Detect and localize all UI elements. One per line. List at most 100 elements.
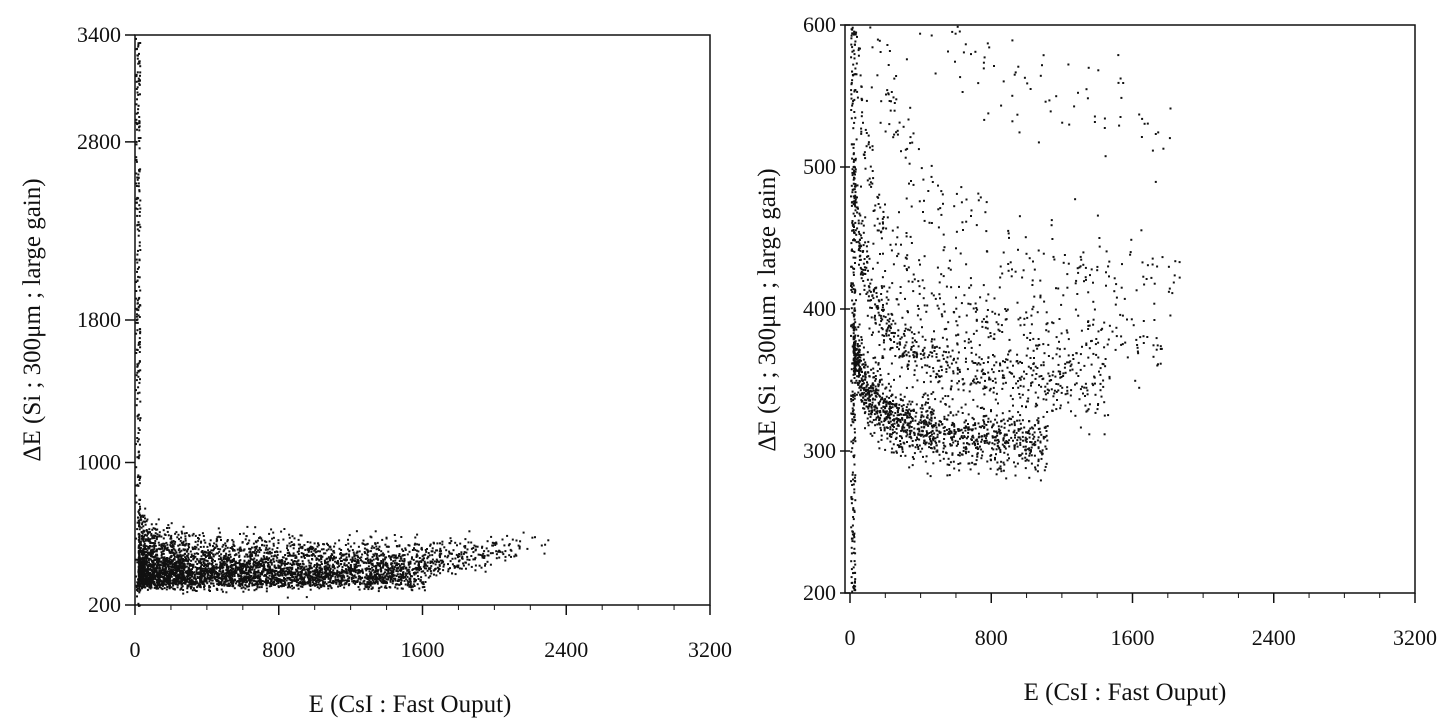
right-data-point-z1 <box>1021 452 1024 455</box>
left-data-point-z7 <box>259 559 262 562</box>
left-data-point-z9 <box>310 550 313 553</box>
left-data-point-z10 <box>431 550 434 553</box>
left-data-point-z3 <box>413 580 416 583</box>
left-data-point-z9 <box>448 552 451 555</box>
right-data-point-z1 <box>929 422 932 425</box>
left-data-point-z9 <box>324 552 327 555</box>
left-data-point-z7 <box>222 561 225 563</box>
left-data-point-z3 <box>319 576 322 578</box>
left-data-point-z2 <box>218 570 221 572</box>
left-data-point-z7 <box>377 564 380 567</box>
left-data-point-z1 <box>370 587 373 590</box>
left-data-point-z5 <box>310 562 313 565</box>
left-data-point-punchthrough <box>135 159 138 161</box>
left-data-point-z7 <box>226 560 229 563</box>
left-data-point-z5 <box>405 574 408 577</box>
left-data-point-z3 <box>168 574 171 577</box>
left-data-point-z6 <box>185 557 187 560</box>
left-data-point-z8 <box>201 550 204 553</box>
left-data-point-z7 <box>440 552 443 555</box>
left-data-point-punchthrough <box>137 45 140 48</box>
right-data-point-z1 <box>954 432 957 435</box>
left-data-point-z5 <box>288 569 291 572</box>
left-data-point-z5 <box>418 565 420 568</box>
left-data-point-z11 <box>362 539 365 542</box>
left-data-point-z1 <box>197 584 200 587</box>
left-data-point-z8 <box>155 538 158 541</box>
left-data-point-punchthrough <box>137 93 140 96</box>
left-data-point-z5 <box>307 559 310 562</box>
left-data-point-z4 <box>152 574 155 577</box>
left-data-point-z10 <box>218 531 221 534</box>
left-data-point-z8 <box>353 553 356 556</box>
right-data-point-z1 <box>950 436 952 439</box>
left-data-point-z1 <box>265 590 268 593</box>
left-data-point-z9 <box>219 558 222 560</box>
left-data-point-z3 <box>160 570 163 573</box>
left-data-point-z2 <box>174 579 177 582</box>
left-data-point-z1 <box>254 580 257 583</box>
left-data-point-z9 <box>151 537 154 540</box>
left-data-point-z9 <box>514 553 517 556</box>
left-data-point-punchthrough <box>136 476 139 479</box>
left-data-point-z8 <box>153 546 156 548</box>
left-data-point-z1 <box>238 577 241 580</box>
left-data-point-z4 <box>435 561 438 563</box>
left-data-point-z10 <box>466 548 469 551</box>
left-data-point-z9 <box>290 554 293 557</box>
left-data-point-z3 <box>200 576 203 579</box>
left-data-point-z2 <box>245 581 247 584</box>
left-data-point-z7 <box>285 558 288 561</box>
left-data-point-z7 <box>378 554 381 557</box>
left-data-point-z10 <box>517 544 520 547</box>
left-data-point-z10 <box>148 540 151 543</box>
left-data-point-z1 <box>258 579 261 582</box>
left-data-point-punchthrough <box>135 103 138 106</box>
right-data-point-z1 <box>957 443 959 446</box>
left-data-point-z5 <box>149 558 152 561</box>
left-data-point-z1 <box>359 583 361 586</box>
left-data-point-punchthrough <box>138 129 141 132</box>
left-data-point-z6 <box>254 554 257 557</box>
left-data-point-z3 <box>211 574 213 576</box>
left-data-point-z6 <box>187 556 190 559</box>
left-data-point-z5 <box>389 567 392 570</box>
left-data-point-z2 <box>321 579 324 582</box>
left-data-point-z3 <box>251 577 254 580</box>
left-data-point-z3 <box>384 568 387 571</box>
left-data-point-punchthrough <box>136 208 139 211</box>
left-data-point-z8 <box>231 559 234 562</box>
left-data-point-z2 <box>281 574 284 577</box>
left-data-point-z3 <box>287 570 289 573</box>
left-data-point-z11 <box>210 549 213 552</box>
left-data-point-z5 <box>403 565 406 568</box>
left-data-point-z2 <box>357 577 360 580</box>
left-data-point-z3 <box>299 573 302 576</box>
left-data-point-z1 <box>181 580 183 583</box>
left-data-point-z11 <box>464 538 467 541</box>
left-data-point-z1 <box>422 583 425 586</box>
left-data-point-z8 <box>292 554 295 557</box>
left-data-point-z5 <box>216 573 219 576</box>
left-data-point-z1 <box>196 586 199 589</box>
left-data-point-z7 <box>358 557 361 560</box>
left-data-point-punchthrough <box>138 351 141 353</box>
left-data-point-z5 <box>294 572 297 575</box>
left-data-point-z7 <box>263 551 266 554</box>
left-data-point-z6 <box>146 557 149 560</box>
left-data-point-z7 <box>304 554 307 557</box>
left-data-point-z1 <box>274 583 276 586</box>
left-data-point-z3 <box>238 583 241 586</box>
left-data-point-z1 <box>335 582 338 585</box>
left-data-point-z2 <box>209 575 212 578</box>
left-data-point-z6 <box>430 565 433 568</box>
left-data-point-z5 <box>447 568 450 571</box>
left-data-point-z5 <box>263 563 265 566</box>
right-data-point-z1 <box>872 367 875 370</box>
right-data-point-z1 <box>961 412 964 414</box>
left-data-point-z1 <box>209 590 211 592</box>
left-data-point-z6 <box>451 557 454 560</box>
left-data-point-z7 <box>486 560 489 563</box>
left-data-point-z4 <box>195 571 198 573</box>
left-data-point-z9 <box>155 548 158 551</box>
